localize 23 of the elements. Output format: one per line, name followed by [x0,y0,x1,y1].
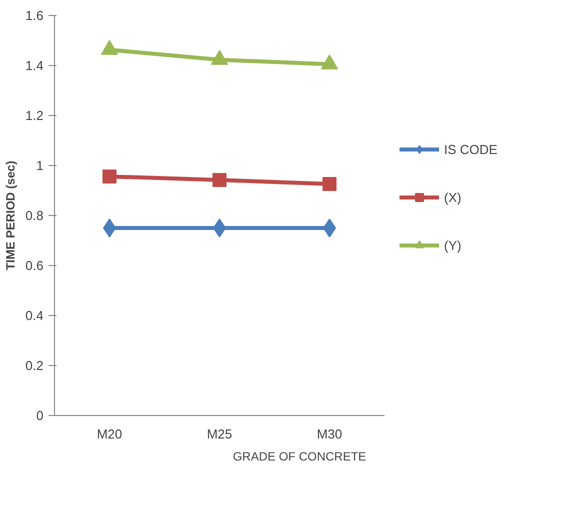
point [212,173,226,187]
y-tick-label: 0.6 [25,258,44,273]
legend-label: IS CODE [444,142,498,156]
y-tick-label: 0.8 [25,208,44,223]
y-tick-label: 0.4 [25,308,44,323]
y-axis-title: TIME PERIOD (sec) [3,160,18,270]
y-tick-label: 1.6 [25,8,44,23]
point [321,54,338,70]
legend-label: (X) [444,190,462,204]
y-tick-label: 1 [36,158,44,173]
point [101,40,118,55]
y-tick-label: 1.2 [25,108,44,123]
y-tick-label: 0 [36,408,44,423]
point [211,50,228,65]
point [322,177,336,191]
y-tick-label: 1.4 [25,58,44,73]
x-tick-label: M30 [316,426,342,442]
x-tick-label: M20 [96,426,122,442]
legend-label: (Y) [444,238,462,252]
y-tick-label: 0.2 [25,358,44,373]
point [102,170,116,184]
x-axis-title: GRADE OF CONCRETE [232,450,366,464]
x-tick-label: M25 [206,426,232,442]
